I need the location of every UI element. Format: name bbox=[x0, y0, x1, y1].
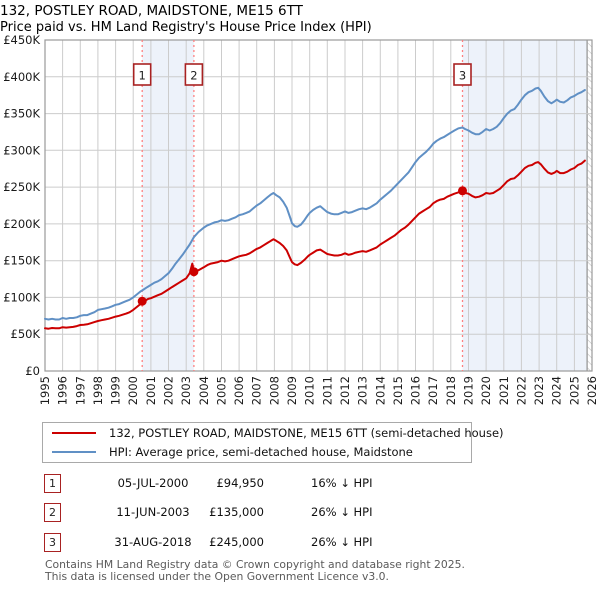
svg-text:2026: 2026 bbox=[585, 376, 599, 405]
hpi-line-swatch bbox=[52, 451, 96, 453]
svg-text:£400K: £400K bbox=[3, 70, 40, 84]
chart-title: 132, POSTLEY ROAD, MAIDSTONE, ME15 6TT bbox=[0, 3, 303, 19]
svg-text:£250K: £250K bbox=[3, 180, 40, 194]
license-note: Contains HM Land Registry data © Crown c… bbox=[45, 559, 585, 582]
sale-date: 11-JUN-2003 bbox=[116, 505, 190, 519]
svg-text:£150K: £150K bbox=[3, 254, 40, 268]
svg-text:2009: 2009 bbox=[285, 376, 299, 405]
sale-vs-hpi: 26% ↓ HPI bbox=[311, 505, 373, 519]
svg-text:1996: 1996 bbox=[56, 376, 70, 405]
sale-price: £94,950 bbox=[216, 476, 264, 490]
table-row: 2 11-JUN-2003 £135,000 26% ↓ HPI bbox=[44, 503, 574, 523]
svg-text:2012: 2012 bbox=[338, 376, 352, 405]
svg-text:£350K: £350K bbox=[3, 107, 40, 121]
chart-legend: 132, POSTLEY ROAD, MAIDSTONE, ME15 6TT (… bbox=[42, 422, 504, 463]
svg-text:£200K: £200K bbox=[3, 217, 40, 231]
svg-text:2007: 2007 bbox=[250, 376, 264, 405]
svg-text:1995: 1995 bbox=[38, 376, 52, 405]
svg-text:2011: 2011 bbox=[320, 376, 334, 405]
svg-text:1997: 1997 bbox=[73, 376, 87, 405]
svg-text:3: 3 bbox=[459, 69, 466, 83]
svg-text:2018: 2018 bbox=[444, 376, 458, 405]
svg-text:2000: 2000 bbox=[126, 376, 140, 405]
svg-text:£100K: £100K bbox=[3, 290, 40, 304]
svg-text:2022: 2022 bbox=[514, 376, 528, 405]
svg-text:2013: 2013 bbox=[356, 376, 370, 405]
sale-vs-hpi: 16% ↓ HPI bbox=[311, 476, 373, 490]
svg-text:2004: 2004 bbox=[197, 376, 211, 405]
svg-text:2021: 2021 bbox=[497, 376, 511, 405]
svg-text:£450K: £450K bbox=[3, 33, 40, 47]
sale-marker-badge: 3 bbox=[44, 533, 61, 552]
sale-price: £135,000 bbox=[209, 505, 264, 519]
legend-item-property: 132, POSTLEY ROAD, MAIDSTONE, ME15 6TT (… bbox=[43, 426, 504, 441]
svg-text:2002: 2002 bbox=[162, 376, 176, 405]
footer-line-2: This data is licensed under the Open Gov… bbox=[45, 569, 389, 583]
legend-item-hpi: HPI: Average price, semi-detached house,… bbox=[43, 445, 471, 460]
sale-marker-badge: 2 bbox=[44, 503, 61, 522]
svg-text:2: 2 bbox=[190, 69, 197, 83]
svg-text:1999: 1999 bbox=[109, 376, 123, 405]
price-chart: 1 2 3 £0 £50K £100K £150K £200K £250K £300K £350K £… bbox=[3, 33, 599, 405]
svg-text:2020: 2020 bbox=[479, 376, 493, 405]
svg-text:1998: 1998 bbox=[91, 376, 105, 405]
footer-line-1: Contains HM Land Registry data © Crown c… bbox=[45, 558, 465, 571]
svg-text:2023: 2023 bbox=[532, 376, 546, 405]
sale-marker-badge: 1 bbox=[44, 474, 61, 493]
sale-vs-hpi: 26% ↓ HPI bbox=[311, 535, 373, 549]
legend-label: 132, POSTLEY ROAD, MAIDSTONE, ME15 6TT (… bbox=[109, 426, 504, 440]
svg-text:2010: 2010 bbox=[303, 376, 317, 405]
svg-text:2008: 2008 bbox=[267, 376, 281, 405]
svg-text:2003: 2003 bbox=[179, 376, 193, 405]
table-row: 3 31-AUG-2018 £245,000 26% ↓ HPI bbox=[44, 533, 574, 553]
svg-text:2005: 2005 bbox=[215, 376, 229, 405]
svg-text:£50K: £50K bbox=[11, 327, 41, 341]
svg-text:2001: 2001 bbox=[144, 376, 158, 405]
svg-text:2025: 2025 bbox=[567, 376, 581, 405]
svg-text:1: 1 bbox=[139, 69, 146, 83]
svg-text:£0: £0 bbox=[25, 364, 40, 378]
svg-text:2014: 2014 bbox=[373, 376, 387, 405]
svg-text:2016: 2016 bbox=[409, 376, 423, 405]
table-row: 1 05-JUL-2000 £94,950 16% ↓ HPI bbox=[44, 474, 574, 494]
svg-text:2017: 2017 bbox=[426, 376, 440, 405]
svg-text:2019: 2019 bbox=[462, 376, 476, 405]
chart-subtitle: Price paid vs. HM Land Registry's House … bbox=[0, 20, 372, 35]
property-line-swatch bbox=[52, 432, 96, 434]
sale-price: £245,000 bbox=[209, 535, 264, 549]
svg-text:2006: 2006 bbox=[232, 376, 246, 405]
legend-label: HPI: Average price, semi-detached house,… bbox=[109, 445, 413, 459]
svg-text:2015: 2015 bbox=[391, 376, 405, 405]
svg-text:£300K: £300K bbox=[3, 143, 40, 157]
svg-text:2024: 2024 bbox=[550, 376, 564, 405]
sale-date: 05-JUL-2000 bbox=[117, 476, 189, 490]
sale-date: 31-AUG-2018 bbox=[114, 535, 192, 549]
